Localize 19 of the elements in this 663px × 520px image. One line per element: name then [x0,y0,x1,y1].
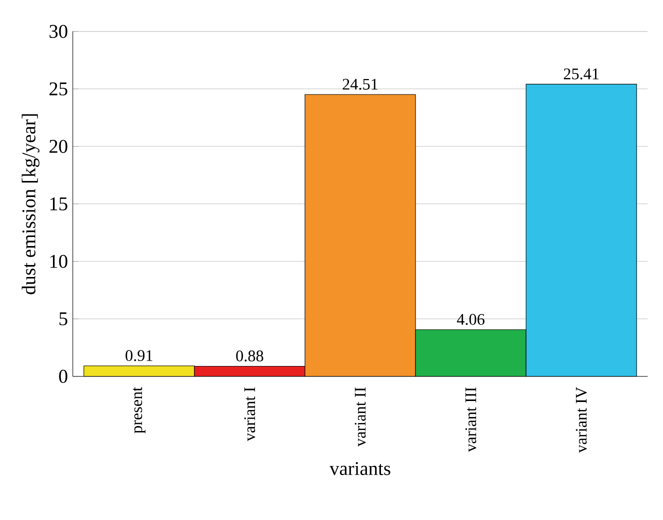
data-label: 4.06 [456,314,484,325]
x-tick-label: variant III [465,387,476,452]
y-tick-label: 10 [50,254,68,268]
x-axis-title: variants [330,462,390,476]
data-label: 24.51 [342,78,378,90]
y-axis-title: dust emission [kg/year] [22,114,40,294]
data-label: 0.88 [236,350,264,362]
y-tick-label: 25 [50,82,68,96]
data-label: 0.91 [126,350,152,362]
x-tick-label: present [132,386,146,434]
y-tick-label: 0 [59,370,68,383]
y-tick-label: 5 [59,312,68,326]
x-tick-label: variant IV [576,387,587,453]
y-tick-label: 20 [50,140,68,153]
data-label: 25.41 [564,68,599,80]
y-tick-label: 15 [50,197,68,210]
y-tick-label: 30 [50,24,68,38]
x-tick-label: variant I [244,387,256,442]
x-tick-label: variant II [354,387,366,447]
